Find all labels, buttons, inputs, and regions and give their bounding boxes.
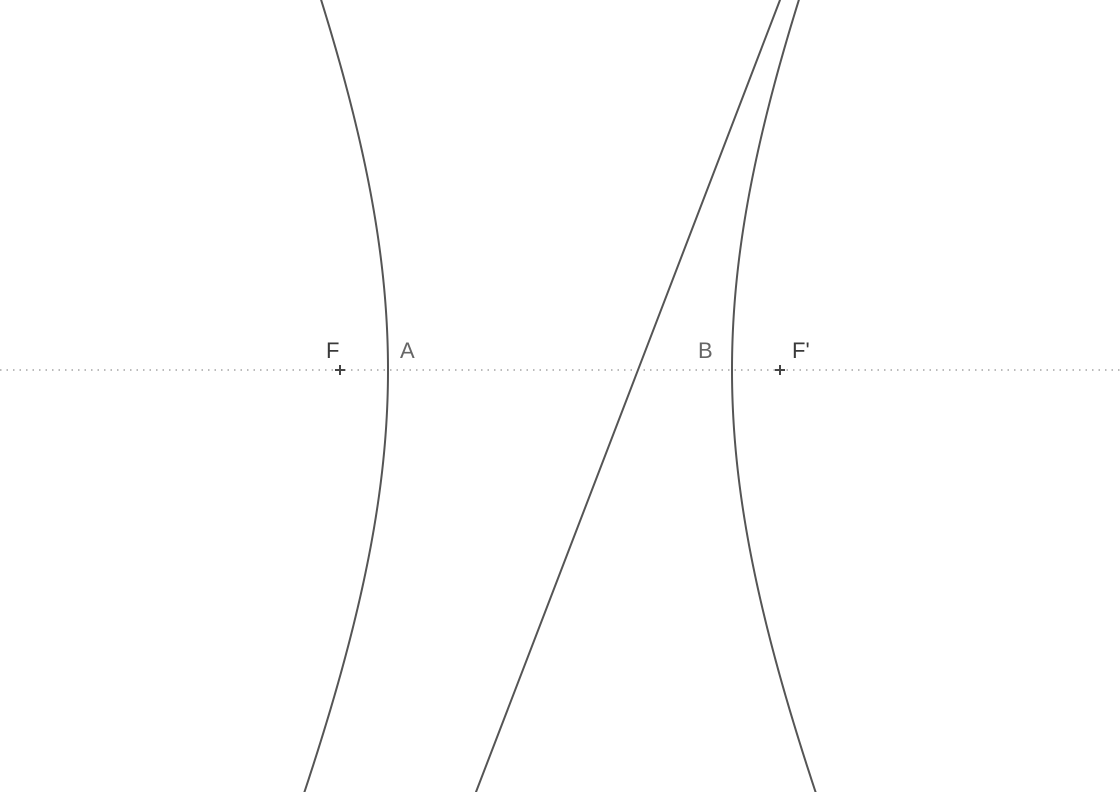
label-Fp: F': [792, 338, 810, 363]
diagram-svg: F A B F': [0, 0, 1120, 792]
label-A: A: [400, 338, 415, 363]
geometry-diagram: F A B F': [0, 0, 1120, 792]
focus-mark-F: [335, 365, 345, 375]
hyperbola-right-branch: [732, 0, 836, 792]
hyperbola-left-branch: [284, 0, 388, 792]
label-F: F: [326, 338, 339, 363]
label-B: B: [698, 338, 713, 363]
oblique-line: [476, 0, 780, 792]
focus-mark-Fp: [775, 365, 785, 375]
